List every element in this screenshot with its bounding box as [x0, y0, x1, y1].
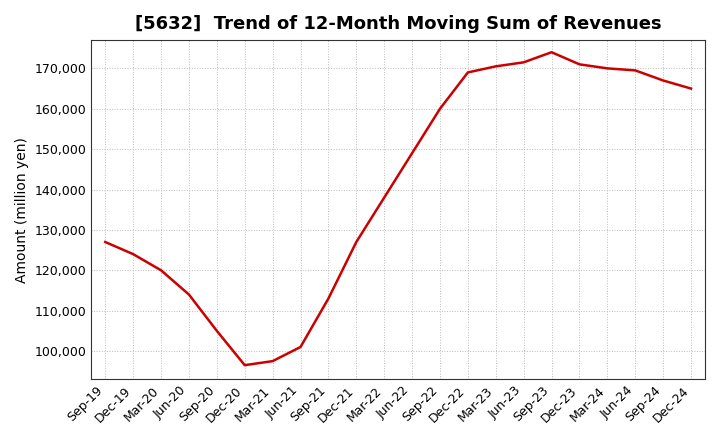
Title: [5632]  Trend of 12-Month Moving Sum of Revenues: [5632] Trend of 12-Month Moving Sum of R…	[135, 15, 662, 33]
Y-axis label: Amount (million yen): Amount (million yen)	[15, 137, 29, 282]
